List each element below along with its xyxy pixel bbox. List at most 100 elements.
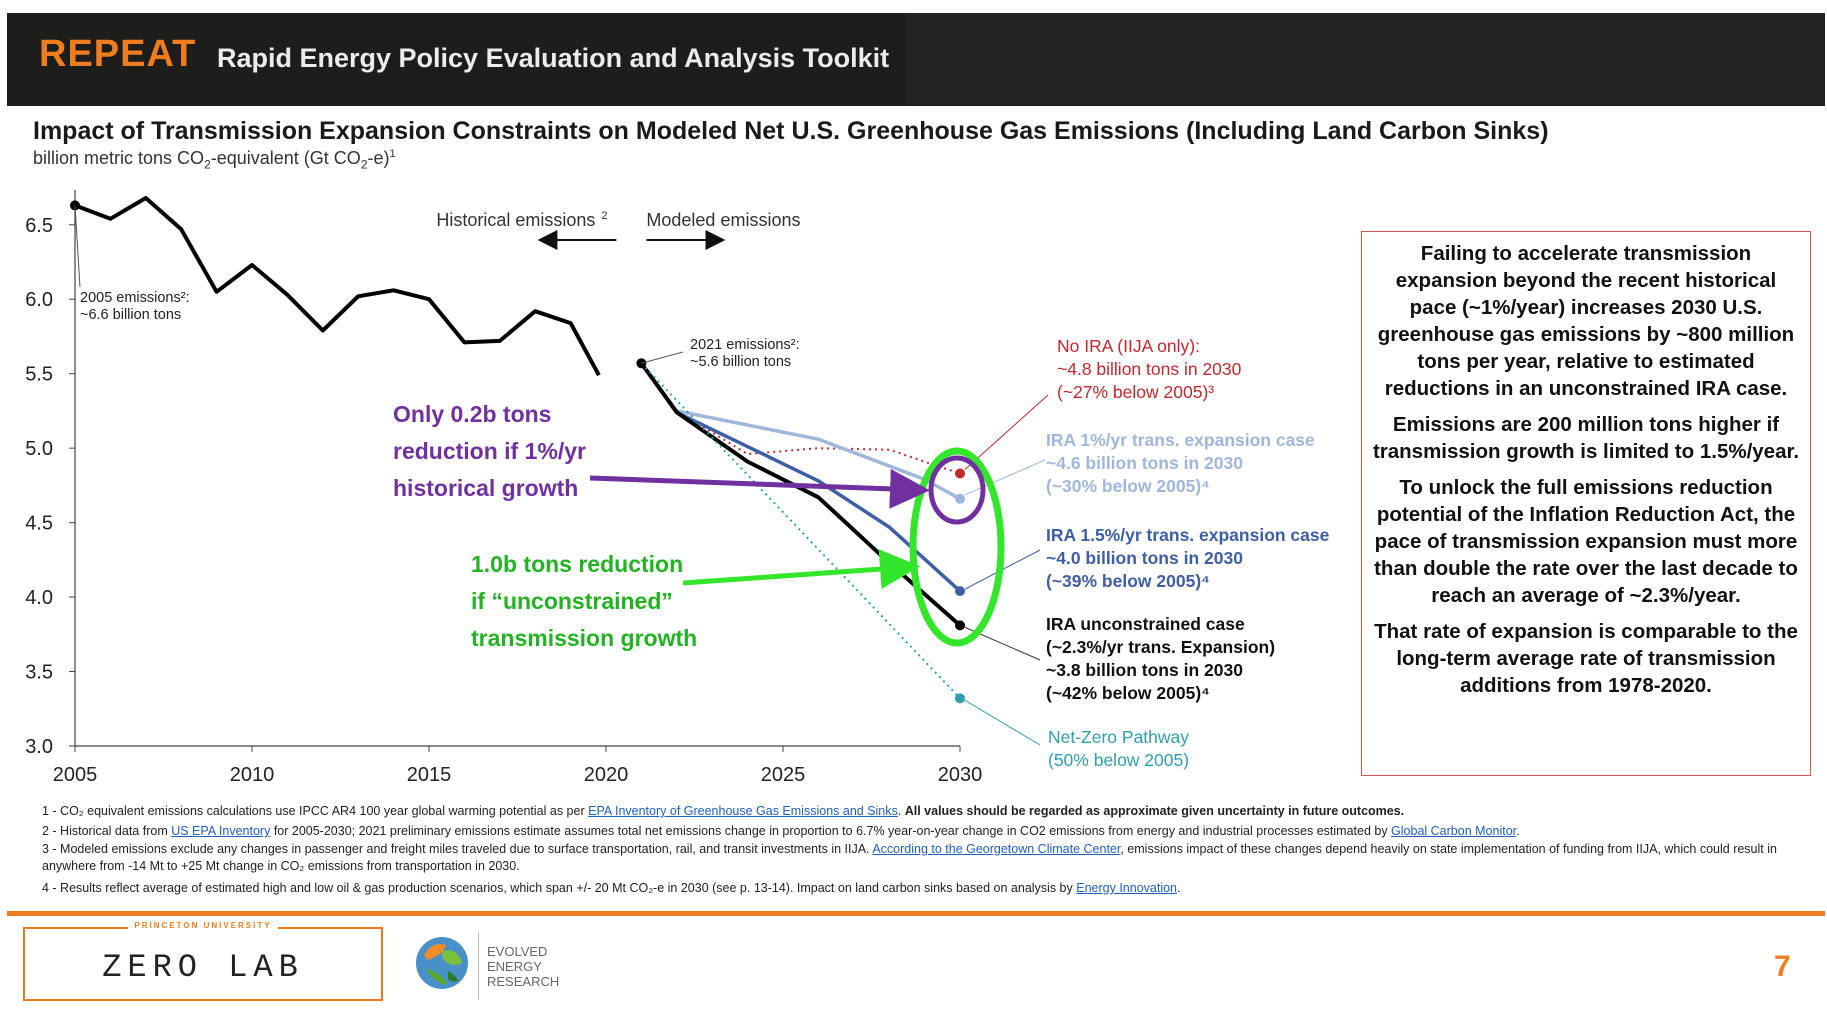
label-ira-1-5pct-line-2: ~4.0 billion tons in 2030 [1046, 548, 1243, 568]
x-tick-label: 2020 [584, 764, 629, 786]
label-ira-1-5pct-line-1: IRA 1.5%/yr trans. expansion case [1046, 525, 1330, 545]
y-tick-label: 3.5 [25, 662, 53, 684]
emissions-chart: 3.0 3.5 4.0 4.5 5.0 5.5 6.0 6.5 2005 2010 2015 2020… [25, 190, 1330, 786]
label-no-ira-line-3: (~27% below 2005)³ [1057, 382, 1214, 402]
series-line-ira_1pct [639, 362, 961, 501]
eer-label: EVOLVED ENERGY RESEARCH [487, 944, 559, 989]
footnote-4-text: 4 - Results reflect average of estimated… [42, 881, 1077, 895]
footnote-2-end: . [1516, 824, 1520, 838]
header-subtitle: Rapid Energy Policy Evaluation and Analy… [217, 43, 890, 73]
green-note-line-3: transmission growth [471, 625, 697, 651]
footnote-1-text: 1 - CO₂ equivalent emissions calculation… [42, 804, 589, 818]
series-line-net_zero [640, 362, 961, 699]
x-tick-label: 2005 [53, 764, 98, 786]
leader-2021 [641, 351, 684, 364]
callout-paragraph-4: That rate of expansion is comparable to … [1374, 620, 1798, 697]
global-carbon-monitor-link[interactable]: Global Carbon Monitor [1391, 824, 1517, 838]
label-no-ira-line-2: ~4.8 billion tons in 2030 [1057, 359, 1242, 379]
y-tick-label: 3.0 [25, 736, 53, 758]
purple-note-line-1: Only 0.2b tons [393, 401, 551, 427]
footnote-2: 2 - Historical data from US EPA Inventor… [42, 821, 1802, 841]
label-ira-1pct-line-1: IRA 1%/yr trans. expansion case [1046, 430, 1315, 450]
end-point-net_zero [955, 693, 965, 704]
purple-note-line-2: reduction if 1%/yr [393, 438, 586, 464]
label-ira-1pct-line-3: (~30% below 2005)⁴ [1046, 476, 1210, 496]
chart-units-label: billion metric tons CO2-equivalent (Gt C… [33, 148, 396, 172]
repeat-logo: REPEAT [39, 33, 197, 75]
annotation-2021-line-1: 2021 emissions²: [690, 337, 800, 353]
end-point-ira_1_5pct [955, 586, 965, 597]
header-bar: REPEAT Rapid Energy Policy Evaluation an… [7, 13, 1825, 106]
footnote-4-end: . [1177, 881, 1181, 895]
label-net-zero-line-2: (50% below 2005) [1048, 750, 1189, 770]
annotation-2021-line-2: ~5.6 billion tons [690, 354, 791, 370]
x-tick-label: 2015 [407, 764, 452, 786]
header-bar-shade [907, 13, 1825, 106]
footnote-3-end: , emissions impact of these changes depe… [42, 842, 1777, 873]
axes [74, 190, 960, 747]
footnotes: 1 - CO₂ equivalent emissions calculation… [42, 801, 1802, 898]
label-ira-1-5pct-line-3: (~39% below 2005)⁴ [1046, 571, 1210, 591]
label-ira-1pct-line-2: ~4.6 billion tons in 2030 [1046, 453, 1243, 473]
leader-ira-1pct [964, 459, 1046, 496]
georgetown-climate-center-link[interactable]: According to the Georgetown Climate Cent… [872, 842, 1121, 856]
end-point-ira_unconstrained [955, 620, 965, 631]
x-tick-label: 2030 [938, 764, 983, 786]
princeton-label: PRINCETON UNIVERSITY [128, 921, 278, 930]
annotation-2005-line-2: ~6.6 billion tons [80, 307, 181, 323]
footnote-3: 3 - Modeled emissions exclude any change… [42, 841, 1802, 875]
footnote-3-text: 3 - Modeled emissions exclude any change… [42, 842, 873, 856]
y-tick-label: 6.0 [25, 289, 53, 311]
callout-paragraph-3: To unlock the full emissions reduction p… [1374, 476, 1798, 607]
x-tick-label: 2025 [761, 764, 806, 786]
modeled-emissions-label: Modeled emissions [646, 210, 800, 230]
historical-emissions-label: Historical emissions [436, 210, 595, 230]
purple-arrow [589, 468, 930, 509]
series-line-historical [74, 196, 601, 377]
annotation-2005-line-1: 2005 emissions²: [80, 290, 190, 306]
series-lines [70, 196, 965, 704]
zero-lab-name: ZERO LAB [102, 949, 304, 986]
us-epa-inventory-link[interactable]: US EPA Inventory [171, 824, 271, 838]
footnote-1-sep: . [897, 804, 905, 818]
energy-innovation-link[interactable]: Energy Innovation [1076, 881, 1177, 895]
footnote-1: 1 - CO₂ equivalent emissions calculation… [42, 801, 1802, 821]
green-note-line-2: if “unconstrained” [471, 588, 673, 614]
zero-lab-logo: PRINCETON UNIVERSITY ZERO LAB [23, 921, 383, 1001]
green-highlight-ellipse [909, 447, 1005, 647]
callout-paragraph-2: Emissions are 200 million tons higher if… [1372, 413, 1800, 463]
historical-emissions-footnote: 2 [601, 210, 607, 222]
callout-box: Failing to accelerate transmission expan… [1361, 231, 1811, 776]
y-tick-label: 5.5 [25, 364, 53, 386]
leader-2005 [74, 205, 81, 288]
label-net-zero-line-1: Net-Zero Pathway [1048, 727, 1189, 747]
label-unconstrained-line-1: IRA unconstrained case [1046, 614, 1245, 634]
epa-inventory-link[interactable]: EPA Inventory of Greenhouse Gas Emission… [588, 804, 898, 818]
label-unconstrained-line-3: ~3.8 billion tons in 2030 [1046, 660, 1243, 680]
green-note-line-1: 1.0b tons reduction [471, 551, 683, 577]
page-number: 7 [1774, 950, 1791, 983]
footer-divider [7, 911, 1825, 916]
footnote-2-body: for 2005-2030; 2021 preliminary emission… [270, 824, 1392, 838]
y-tick-label: 4.5 [25, 513, 53, 535]
footnote-4: 4 - Results reflect average of estimated… [42, 878, 1802, 898]
leader-no-ira [964, 394, 1049, 470]
y-tick-label: 4.0 [25, 587, 53, 609]
end-point-no_ira [955, 468, 965, 479]
chart-title: Impact of Transmission Expansion Constra… [33, 117, 1549, 145]
purple-highlight-ellipse [928, 455, 986, 525]
globe-icon [416, 937, 468, 989]
y-tick-label: 6.5 [25, 215, 53, 237]
label-unconstrained-line-2: (~2.3%/yr trans. Expansion) [1046, 637, 1275, 657]
label-no-ira-line-1: No IRA (IIJA only): [1057, 336, 1200, 356]
y-tick-label: 5.0 [25, 438, 53, 460]
leader-net-zero [964, 699, 1041, 746]
footnote-1-bold: All values should be regarded as approxi… [904, 804, 1405, 818]
chart-annotations: Historical emissions 2 Modeled emissions 20… [74, 205, 1330, 770]
label-unconstrained-line-4: (~42% below 2005)⁴ [1046, 683, 1210, 703]
series-line-ira_unconstrained [639, 362, 962, 627]
callout-paragraph-1: Failing to accelerate transmission expan… [1377, 242, 1795, 400]
footnote-2-text: 2 - Historical data from [42, 824, 172, 838]
eer-divider [478, 932, 479, 1000]
eer-line-1: EVOLVED [487, 944, 548, 959]
